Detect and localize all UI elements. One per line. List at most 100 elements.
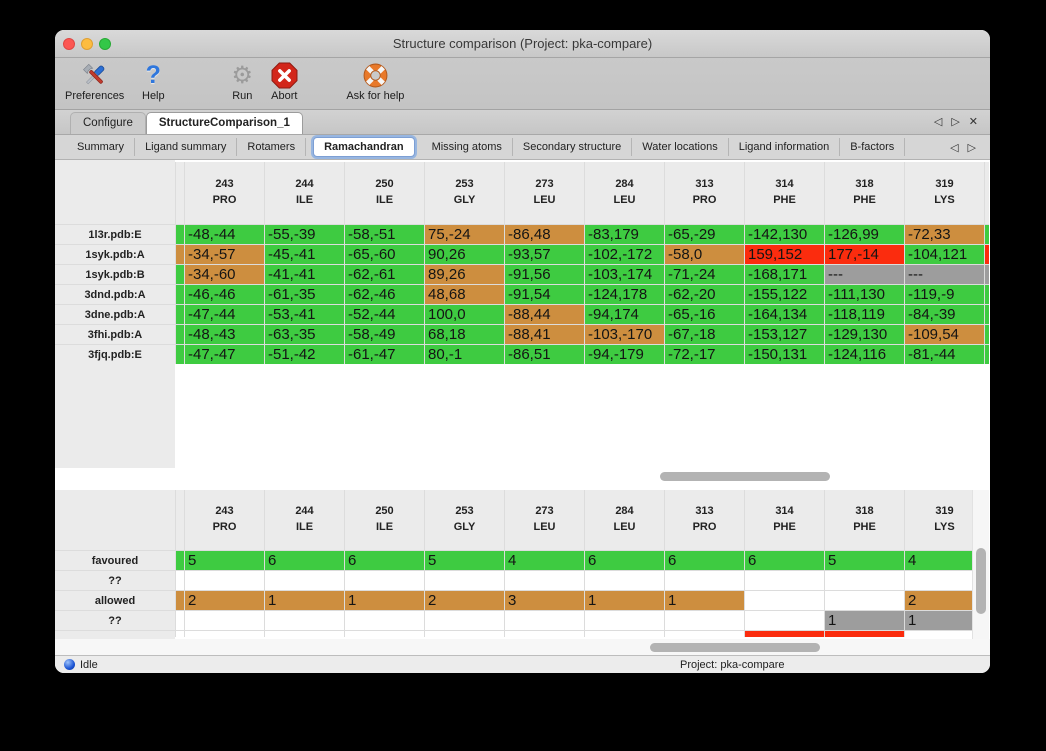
- cell[interactable]: -62,-20: [665, 285, 744, 304]
- cell[interactable]: -164,134: [745, 305, 824, 324]
- cell[interactable]: -48,-43: [185, 325, 264, 344]
- cell[interactable]: 6: [745, 551, 824, 570]
- cell[interactable]: 159,152: [745, 245, 824, 264]
- cell[interactable]: 48,68: [425, 285, 504, 304]
- bottom-horizontal-scrollbar-thumb[interactable]: [650, 643, 820, 652]
- cell[interactable]: -150,131: [745, 345, 824, 364]
- cell[interactable]: 4: [905, 551, 984, 570]
- zoom-button[interactable]: [99, 38, 111, 50]
- cell[interactable]: -58,-49: [345, 325, 424, 344]
- cell[interactable]: 80,-1: [425, 345, 504, 364]
- cell[interactable]: -94,174: [585, 305, 664, 324]
- run-button[interactable]: ⚙ Run: [225, 61, 259, 102]
- cell[interactable]: 2: [185, 591, 264, 610]
- cell[interactable]: -124,116: [825, 345, 904, 364]
- abort-button[interactable]: Abort: [267, 61, 301, 102]
- subtab-ligand-summary[interactable]: Ligand summary: [135, 138, 238, 156]
- cell[interactable]: -65,-16: [665, 305, 744, 324]
- cell[interactable]: 6: [585, 551, 664, 570]
- cell[interactable]: -153,127: [745, 325, 824, 344]
- cell[interactable]: [345, 571, 424, 590]
- cell[interactable]: -47,-47: [185, 345, 264, 364]
- cell[interactable]: -52,-44: [345, 305, 424, 324]
- cell[interactable]: -109,54: [905, 325, 984, 344]
- cell[interactable]: -84,-39: [905, 305, 984, 324]
- help-button[interactable]: ? Help: [136, 61, 170, 103]
- cell[interactable]: -48,-44: [185, 225, 264, 244]
- tab-configure[interactable]: Configure: [70, 112, 146, 134]
- top-horizontal-scrollbar-thumb[interactable]: [660, 472, 830, 481]
- subtab-scroll-left-icon[interactable]: ◁: [950, 142, 959, 154]
- cell[interactable]: [665, 571, 744, 590]
- cell[interactable]: 1: [345, 591, 424, 610]
- cell[interactable]: 5: [825, 551, 904, 570]
- cell[interactable]: [825, 591, 904, 610]
- cell[interactable]: 1: [665, 591, 744, 610]
- cell[interactable]: [825, 571, 904, 590]
- cell[interactable]: 2: [425, 591, 504, 610]
- cell[interactable]: [745, 571, 824, 590]
- cell[interactable]: -41,-41: [265, 265, 344, 284]
- cell[interactable]: 1: [905, 611, 984, 630]
- subtab-water-locations[interactable]: Water locations: [632, 138, 729, 156]
- cell[interactable]: -63,-35: [265, 325, 344, 344]
- subtab-rotamers[interactable]: Rotamers: [237, 138, 307, 156]
- cell[interactable]: -129,130: [825, 325, 904, 344]
- cell[interactable]: 100,0: [425, 305, 504, 324]
- cell[interactable]: [505, 571, 584, 590]
- tab-scroll-right-icon[interactable]: ▷: [951, 116, 960, 128]
- cell[interactable]: -46,-46: [185, 285, 264, 304]
- tab-structurecomparison-1[interactable]: StructureComparison_1: [145, 112, 303, 134]
- close-button[interactable]: [63, 38, 75, 50]
- cell[interactable]: -67,-18: [665, 325, 744, 344]
- cell[interactable]: -47,-44: [185, 305, 264, 324]
- cell[interactable]: -102,-172: [585, 245, 664, 264]
- cell[interactable]: -51,-42: [265, 345, 344, 364]
- cell[interactable]: -104,121: [905, 245, 984, 264]
- cell[interactable]: -124,178: [585, 285, 664, 304]
- cell[interactable]: [585, 571, 664, 590]
- cell[interactable]: -83,179: [585, 225, 664, 244]
- cell[interactable]: -53,-41: [265, 305, 344, 324]
- preferences-button[interactable]: Preferences: [65, 61, 124, 102]
- cell[interactable]: [185, 611, 264, 630]
- ask-for-help-button[interactable]: Ask for help: [346, 61, 404, 102]
- cell[interactable]: [905, 571, 984, 590]
- cell[interactable]: 177,-14: [825, 245, 904, 264]
- cell[interactable]: -65,-29: [665, 225, 744, 244]
- cell[interactable]: -34,-60: [185, 265, 264, 284]
- cell[interactable]: -111,130: [825, 285, 904, 304]
- cell[interactable]: -126,99: [825, 225, 904, 244]
- top-horizontal-scrollbar[interactable]: [55, 466, 990, 488]
- cell[interactable]: 4: [505, 551, 584, 570]
- cell[interactable]: -88,41: [505, 325, 584, 344]
- cell[interactable]: [665, 611, 744, 630]
- cell[interactable]: ---: [825, 265, 904, 284]
- cell[interactable]: -142,130: [745, 225, 824, 244]
- cell[interactable]: -34,-57: [185, 245, 264, 264]
- cell[interactable]: -88,44: [505, 305, 584, 324]
- cell[interactable]: 5: [185, 551, 264, 570]
- cell[interactable]: -72,-17: [665, 345, 744, 364]
- cell[interactable]: -86,51: [505, 345, 584, 364]
- cell[interactable]: -94,-179: [585, 345, 664, 364]
- bottom-vertical-scrollbar-thumb[interactable]: [976, 548, 986, 614]
- cell[interactable]: 6: [345, 551, 424, 570]
- cell[interactable]: -55,-39: [265, 225, 344, 244]
- cell[interactable]: -168,171: [745, 265, 824, 284]
- cell[interactable]: [185, 571, 264, 590]
- cell[interactable]: 68,18: [425, 325, 504, 344]
- cell[interactable]: -91,56: [505, 265, 584, 284]
- cell[interactable]: [265, 611, 344, 630]
- cell[interactable]: 3: [505, 591, 584, 610]
- cell[interactable]: 89,26: [425, 265, 504, 284]
- cell[interactable]: 75,-24: [425, 225, 504, 244]
- subtab-b-factors[interactable]: B-factors: [840, 138, 906, 156]
- subtab-scroll-right-icon[interactable]: ▷: [967, 142, 976, 154]
- subtab-secondary-structure[interactable]: Secondary structure: [513, 138, 633, 156]
- subtab-summary[interactable]: Summary: [67, 138, 136, 156]
- cell[interactable]: 1: [825, 611, 904, 630]
- cell[interactable]: [425, 611, 504, 630]
- cell[interactable]: -65,-60: [345, 245, 424, 264]
- cell[interactable]: ---: [905, 265, 984, 284]
